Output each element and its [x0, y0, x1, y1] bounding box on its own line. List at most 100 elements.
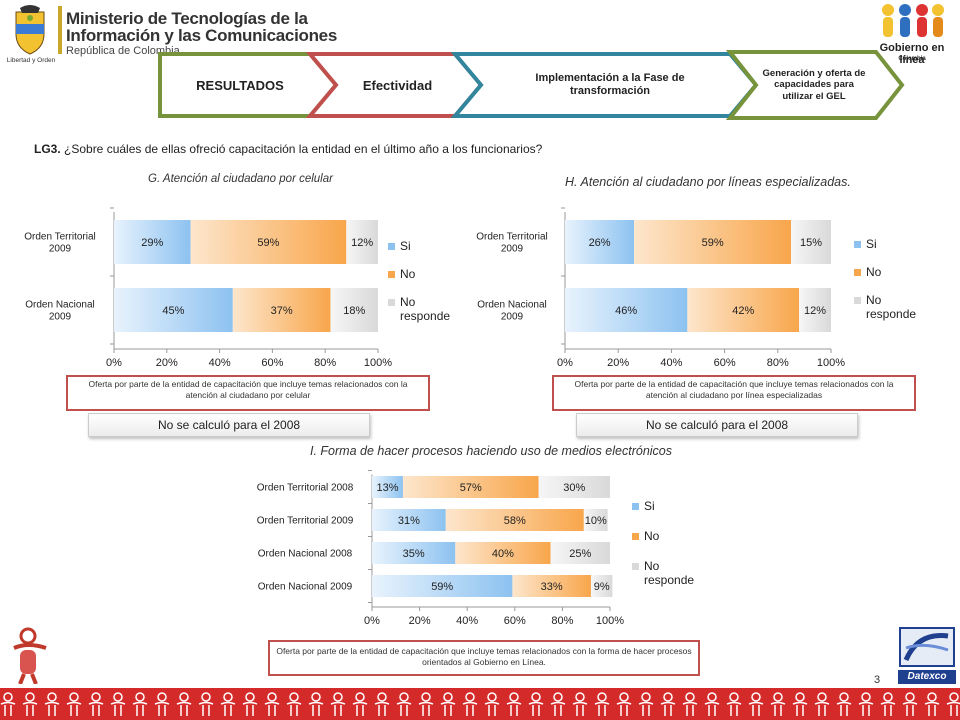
legend-swatch-no [388, 271, 395, 278]
data-label-no: 37% [271, 305, 293, 317]
data-label-si: 26% [589, 237, 611, 249]
legend-swatch-nr [388, 299, 395, 306]
footer-figure-icon [0, 692, 16, 716]
stage-arrow-generacion [725, 50, 905, 120]
person-figure-icon [13, 627, 47, 684]
data-label-no: 57% [460, 482, 482, 494]
ministry-line3: República de Colombia [66, 45, 180, 57]
footer-figure-icon [220, 692, 236, 716]
legend-swatch-si [854, 241, 861, 248]
bar-nr [550, 542, 610, 564]
data-label-si: 31% [398, 515, 420, 527]
data-label-nr: 30% [563, 482, 585, 494]
bar-no [190, 220, 347, 264]
legend-label-no: No [400, 267, 416, 281]
x-tick-label: 40% [456, 615, 478, 627]
footer-figure-icon [22, 692, 38, 716]
category-label: 2009 [49, 244, 72, 255]
footer-figure-icon [462, 692, 478, 716]
data-label-no: 40% [492, 548, 514, 560]
data-label-si: 59% [431, 581, 453, 593]
legend-label-no: No [644, 529, 660, 543]
footer-figure-icon [726, 692, 742, 716]
x-tick-label: 40% [660, 357, 682, 368]
data-label-no: 58% [504, 515, 526, 527]
ministry-line2: Información y las Comunicaciones [66, 26, 337, 45]
data-label-no: 59% [257, 237, 279, 249]
data-label-nr: 15% [800, 237, 822, 249]
datexco-text: Datexco [898, 670, 956, 684]
footer-figure-icon [66, 692, 82, 716]
people-figures-icon [882, 4, 944, 37]
legend-label-si: Si [400, 239, 411, 253]
stage-label-generacion[interactable]: Generación y oferta de capacidades para … [762, 67, 866, 102]
x-tick-label: 100% [817, 357, 845, 368]
footer-figure-icon [682, 692, 698, 716]
category-label: Orden Territorial 2008 [257, 483, 354, 494]
data-label-si: 29% [141, 237, 163, 249]
stage-label-implementacion[interactable]: Implementación a la Fase de transformaci… [535, 72, 685, 97]
category-label: 2009 [501, 244, 524, 255]
logo-divider [58, 6, 62, 54]
x-tick-label: 100% [596, 615, 624, 627]
x-tick-label: 80% [314, 357, 336, 368]
calc-note-h: No se calculó para el 2008 [576, 413, 858, 437]
data-label-nr: 12% [351, 237, 373, 249]
bar-nr [590, 575, 613, 597]
note-h: Oferta por parte de la entidad de capaci… [552, 375, 916, 411]
footer-figure-icon [616, 692, 632, 716]
data-label-no: 59% [702, 237, 724, 249]
x-tick-label: 60% [714, 357, 736, 368]
footer-figures-pattern [0, 692, 960, 716]
legend-label-nr: No [644, 559, 660, 573]
footer-figure-icon [528, 692, 544, 716]
data-label-nr: 25% [569, 548, 591, 560]
data-label-nr: 9% [594, 581, 610, 593]
chart-h: 0% 20% 40% 60% 80% 100% 26% 59% 15% Orden Territo… [476, 207, 916, 368]
bar-nr [538, 476, 610, 498]
footer-figure-icon [44, 692, 60, 716]
bar-no [455, 542, 551, 564]
legend-swatch-no [854, 269, 861, 276]
footer-figure-icon [814, 692, 830, 716]
question: LG3. ¿Sobre cuáles de ellas ofreció capa… [34, 142, 914, 156]
category-label: 2009 [49, 312, 72, 323]
category-label: Orden Nacional 2009 [258, 582, 353, 593]
x-tick-label: 0% [557, 357, 573, 368]
x-tick-label: 60% [261, 357, 283, 368]
coat-of-arms-icon [15, 5, 45, 55]
footer-figure-icon [264, 692, 280, 716]
footer-figure-icon [132, 692, 148, 716]
bar-nr [346, 220, 378, 264]
category-label: Orden Territorial [476, 232, 548, 243]
gel-logo-text: Gobierno en línea [879, 42, 945, 66]
gel-logo: Gobierno en línea Colombia [872, 2, 952, 68]
x-tick-label: 0% [364, 615, 380, 627]
ministry-line1: Ministerio de Tecnologías de la [66, 9, 308, 28]
footer-figure-icon [440, 692, 456, 716]
category-label: Orden Nacional 2008 [258, 549, 353, 560]
category-label: Orden Territorial 2009 [257, 516, 354, 527]
bar-no [634, 220, 792, 264]
stage-label-resultados[interactable]: RESULTADOS [196, 77, 284, 93]
footer-figure-icon [484, 692, 500, 716]
footer-figure-icon [770, 692, 786, 716]
chart-i: 0% 20% 40% 60% 80% 100% 13% 57% 30% Orden Territo… [257, 470, 694, 627]
footer-figure-icon [352, 692, 368, 716]
stage-arrows [158, 50, 905, 120]
footer-figure-icon [924, 692, 940, 716]
footer-figure-icon [572, 692, 588, 716]
footer-figure-icon [242, 692, 258, 716]
legend-label-si: Si [644, 499, 655, 513]
bar-si [114, 220, 191, 264]
bar-no [512, 575, 591, 597]
datexco-emblem-icon [899, 627, 955, 667]
bar-no [232, 288, 331, 332]
bar-nr [330, 288, 378, 332]
data-label-si: 13% [376, 482, 398, 494]
data-label-nr: 18% [343, 305, 365, 317]
stage-label-efectividad[interactable]: Efectividad [362, 77, 433, 93]
bar-no [687, 288, 800, 332]
footer-figure-icon [550, 692, 566, 716]
footer-figure-icon [88, 692, 104, 716]
